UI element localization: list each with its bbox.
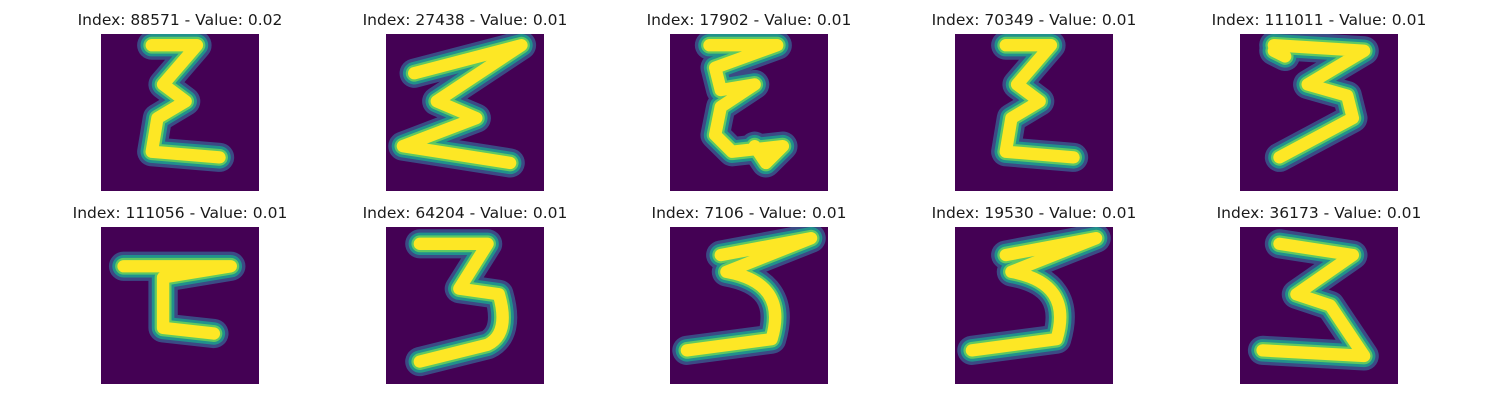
digit-stroke	[1267, 39, 1371, 164]
digit-stroke	[145, 39, 226, 164]
grid-cell: Index: 27438 - Value: 0.01	[315, 0, 615, 191]
digit-stroke	[1267, 44, 1292, 63]
grid-cell: Index: 88571 - Value: 0.02	[30, 0, 330, 191]
digit-stroke	[703, 39, 790, 170]
digit-image	[386, 227, 544, 384]
panel-title: Index: 111056 - Value: 0.01	[72, 204, 288, 222]
panel-title: Index: 36173 - Value: 0.01	[1216, 204, 1422, 222]
grid-cell: Index: 111011 - Value: 0.01	[1169, 0, 1469, 191]
grid-cell: Index: 111056 - Value: 0.01	[30, 193, 330, 384]
panel-title: Index: 111011 - Value: 0.01	[1211, 11, 1427, 29]
panel-title: Index: 7106 - Value: 0.01	[651, 204, 847, 222]
digit-stroke	[999, 39, 1080, 164]
digit-image	[1240, 34, 1398, 191]
digit-image	[955, 227, 1113, 384]
grid-cell: Index: 17902 - Value: 0.01	[599, 0, 899, 191]
digit-image	[670, 227, 828, 384]
panel-title: Index: 88571 - Value: 0.02	[77, 11, 283, 29]
digit-image	[101, 34, 259, 191]
digit-image	[1240, 227, 1398, 384]
panel-title: Index: 19530 - Value: 0.01	[931, 204, 1137, 222]
panel-title: Index: 27438 - Value: 0.01	[362, 11, 568, 29]
digit-image	[101, 227, 259, 384]
digit-stroke	[396, 39, 528, 170]
digit-image	[955, 34, 1113, 191]
digit-stroke	[117, 260, 237, 340]
digit-stroke	[1256, 237, 1371, 363]
digit-image	[386, 34, 544, 191]
panel-title: Index: 64204 - Value: 0.01	[362, 204, 568, 222]
digit-stroke	[413, 237, 509, 368]
digit-stroke	[965, 232, 1103, 357]
grid-cell: Index: 7106 - Value: 0.01	[599, 193, 899, 384]
grid-cell: Index: 64204 - Value: 0.01	[315, 193, 615, 384]
grid-cell: Index: 70349 - Value: 0.01	[884, 0, 1184, 191]
panel-title: Index: 17902 - Value: 0.01	[646, 11, 852, 29]
digit-image	[670, 34, 828, 191]
grid-cell: Index: 36173 - Value: 0.01	[1169, 193, 1469, 384]
image-background	[101, 227, 259, 384]
panel-title: Index: 70349 - Value: 0.01	[931, 11, 1137, 29]
digit-stroke	[680, 232, 818, 357]
grid-cell: Index: 19530 - Value: 0.01	[884, 193, 1184, 384]
